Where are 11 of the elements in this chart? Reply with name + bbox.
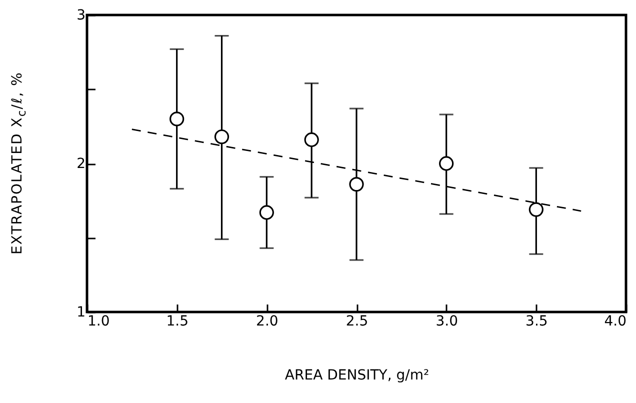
x-tick-label: 2.5 bbox=[346, 314, 368, 330]
y-tick-label: 1 bbox=[76, 304, 86, 320]
x-tick-label: 2.0 bbox=[256, 314, 278, 330]
y-tick-label: 3 bbox=[76, 8, 86, 24]
x-tick-label: 3.5 bbox=[526, 314, 548, 330]
y-tick-label: 2 bbox=[76, 156, 86, 172]
x-tick-label: 1.5 bbox=[166, 314, 188, 330]
x-tick-label: 4.0 bbox=[604, 314, 626, 330]
x-axis-title: AREA DENSITY, g/m² bbox=[284, 368, 430, 384]
x-tick-label: 1.0 bbox=[88, 314, 110, 330]
x-tick-label: 3.0 bbox=[436, 314, 458, 330]
